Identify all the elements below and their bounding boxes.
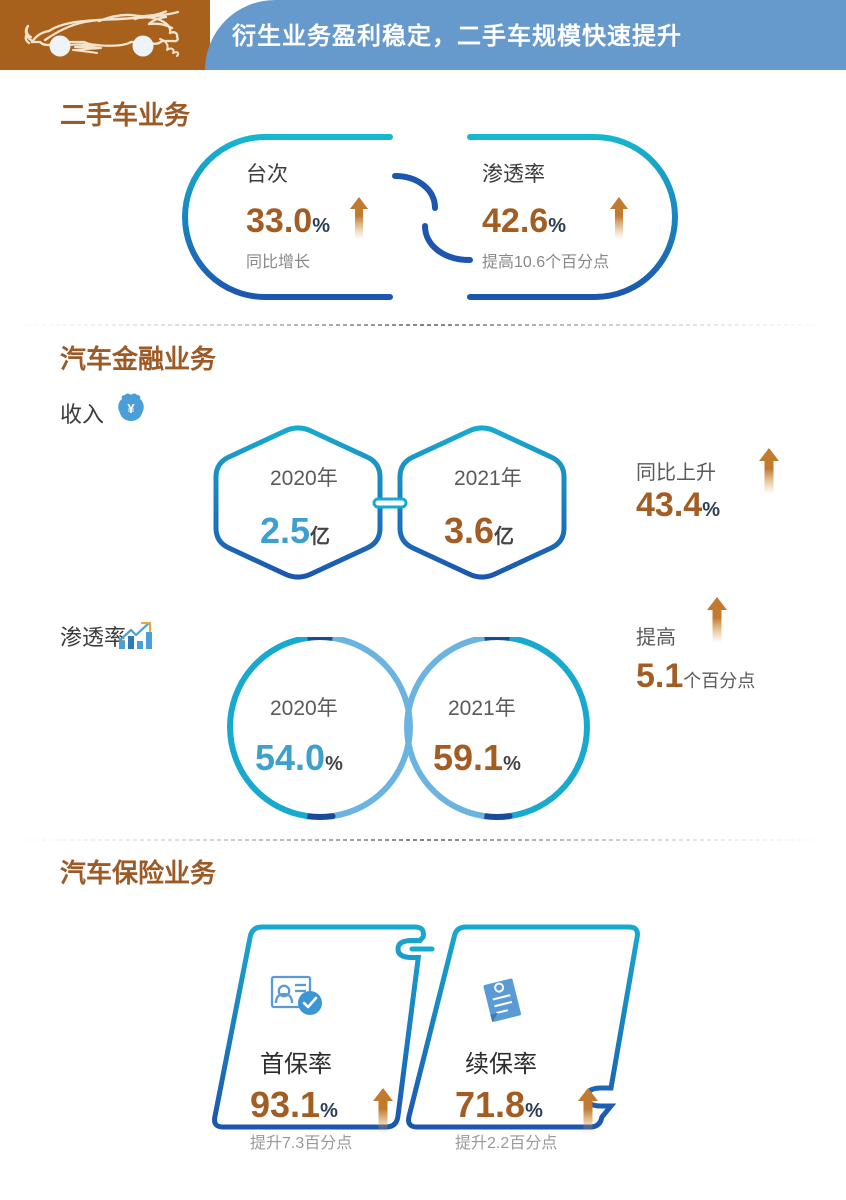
svg-text:¥: ¥	[127, 401, 135, 416]
